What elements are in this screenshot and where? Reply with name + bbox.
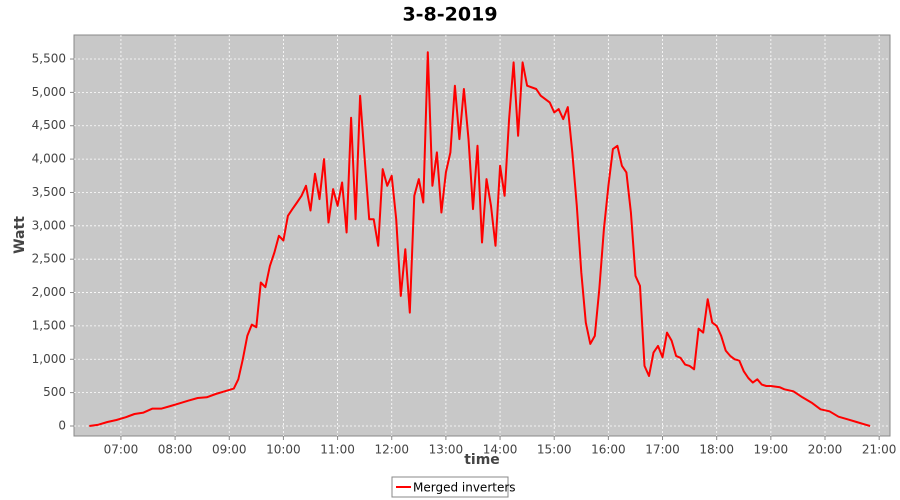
chart-title: 3-8-2019 — [402, 4, 497, 26]
y-tick-label: 1,500 — [32, 318, 66, 332]
x-tick-label: 17:00 — [645, 443, 680, 457]
x-tick-label: 16:00 — [591, 443, 626, 457]
x-tick-label: 08:00 — [158, 443, 193, 457]
x-tick-label: 14:00 — [483, 443, 518, 457]
y-tick-label: 1,000 — [32, 352, 66, 366]
line — [89, 51, 871, 427]
y-tick-label: 2,000 — [32, 285, 66, 299]
x-tick-label: 19:00 — [754, 443, 789, 457]
x-tick-label: 20:00 — [808, 443, 843, 457]
legend-box — [391, 476, 509, 498]
x-tick-label: 10:00 — [266, 443, 301, 457]
x-tick-label: 07:00 — [104, 443, 139, 457]
y-tick-label: 2,500 — [32, 252, 66, 266]
y-tick-label: 0 — [58, 418, 66, 432]
y-tick-label: 3,000 — [32, 218, 66, 232]
y-tick-label: 4,000 — [32, 152, 66, 166]
legend-label: Merged inverters — [413, 481, 516, 495]
x-tick-label: 18:00 — [699, 443, 734, 457]
y-tick-label: 5,500 — [32, 52, 66, 66]
y-tick-label: 500 — [43, 385, 66, 399]
y-axis-label: Watt — [12, 216, 28, 254]
x-tick-label: 15:00 — [537, 443, 572, 457]
x-tick-label: 21:00 — [862, 443, 897, 457]
x-tick-label: 13:00 — [429, 443, 464, 457]
x-tick-label: 11:00 — [320, 443, 355, 457]
y-tick-label: 5,000 — [32, 85, 66, 99]
x-axis-label: time — [464, 452, 500, 468]
x-tick-label: 09:00 — [212, 443, 247, 457]
x-tick-label: 12:00 — [374, 443, 409, 457]
y-tick-label: 3,500 — [32, 185, 66, 199]
y-tick-label: 4,500 — [32, 118, 66, 132]
